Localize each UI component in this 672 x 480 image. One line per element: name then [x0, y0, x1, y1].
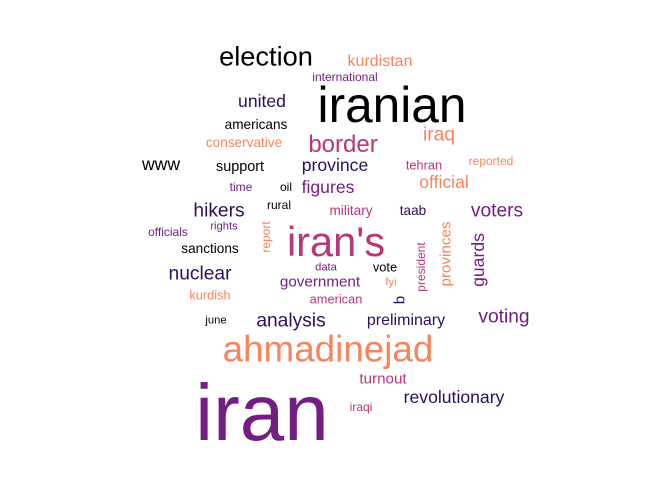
word-voters: voters: [470, 200, 524, 222]
word-iranian: iranian: [317, 77, 467, 134]
word-reported: reported: [468, 154, 514, 168]
word-time: time: [229, 180, 253, 194]
word-international: international: [312, 70, 378, 84]
word-b: b: [391, 295, 409, 305]
word-nuclear: nuclear: [168, 263, 232, 285]
word-guards: guards: [468, 233, 489, 287]
word-president: president: [414, 242, 428, 292]
word-iran-s: iran's: [286, 218, 386, 266]
word-analysis: analysis: [256, 310, 326, 332]
word-rural: rural: [266, 198, 292, 212]
word-vote: vote: [372, 259, 398, 275]
word-provinces: provinces: [437, 221, 455, 287]
word-official: official: [419, 172, 469, 193]
word-fyi: fyi: [385, 276, 397, 289]
word-report: report: [259, 221, 273, 253]
word-election: election: [219, 40, 313, 72]
word-revolutionary: revolutionary: [403, 387, 505, 408]
word-sanctions: sanctions: [181, 241, 239, 257]
word-turnout: turnout: [359, 370, 407, 388]
word-voting: voting: [478, 306, 530, 328]
word-rights: rights: [210, 220, 238, 233]
word-hikers: hikers: [193, 200, 245, 222]
word-preliminary: preliminary: [366, 312, 446, 329]
word-government: government: [279, 273, 361, 291]
word-iran: iran: [195, 368, 329, 457]
word-officials: officials: [148, 225, 188, 239]
word-oil: oil: [279, 180, 293, 194]
word-iraqi: iraqi: [349, 400, 373, 414]
word-american: american: [309, 291, 363, 307]
word-data: data: [315, 261, 337, 274]
word-taab: taab: [399, 203, 427, 219]
word-conservative: conservative: [205, 135, 283, 151]
word-ahmadinejad: ahmadinejad: [222, 328, 434, 370]
word-june: june: [205, 314, 227, 327]
word-border: border: [308, 131, 378, 158]
word-kurdistan: kurdistan: [347, 53, 413, 70]
word-tehran: tehran: [405, 157, 443, 173]
word-kurdish: kurdish: [189, 287, 231, 303]
word-support: support: [216, 158, 264, 175]
word-figures: figures: [301, 177, 355, 198]
word-province: province: [301, 155, 369, 176]
word-americans: americans: [224, 117, 288, 133]
word-military: military: [329, 203, 373, 219]
word-united: united: [238, 91, 286, 112]
word-www: www: [141, 154, 181, 175]
word-iraq: iraq: [423, 124, 455, 146]
